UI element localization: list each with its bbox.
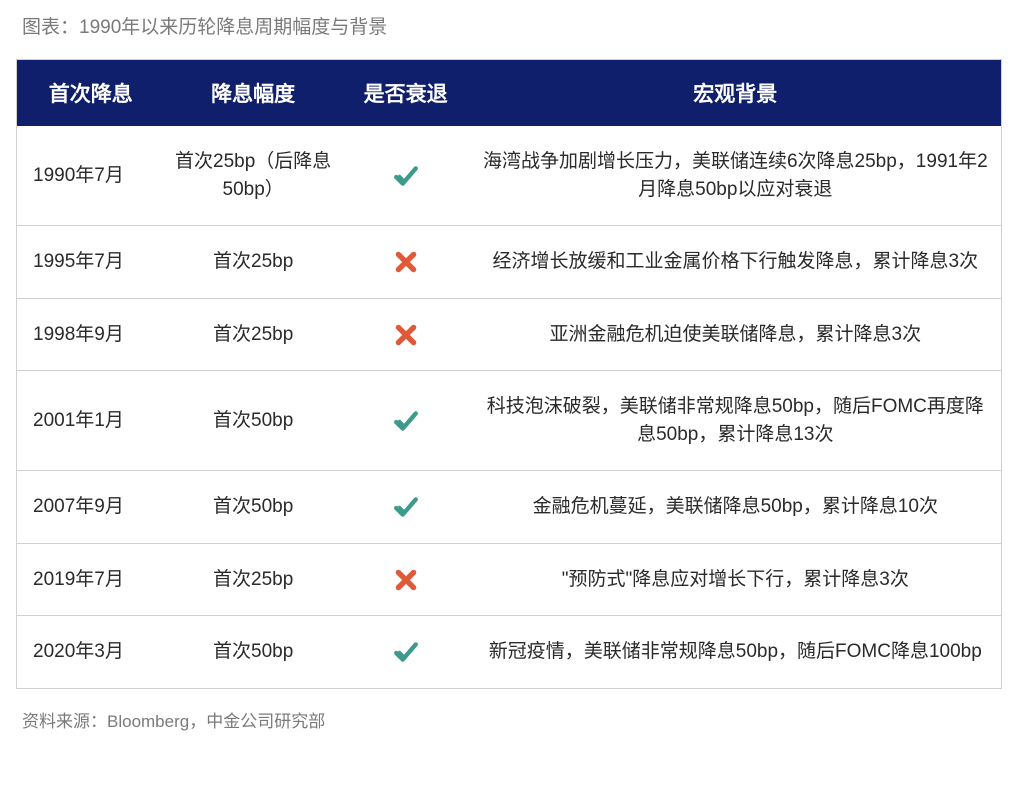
table-row: 1995年7月首次25bp 经济增长放缓和工业金属价格下行触发降息，累计降息3次 [17,226,1001,299]
cell-date: 2001年1月 [17,371,165,471]
cell-amount: 首次50bp [165,371,342,471]
check-icon [393,494,419,520]
cell-recession [342,126,470,226]
cell-recession [342,471,470,544]
cell-recession [342,616,470,689]
cell-background: 经济增长放缓和工业金属价格下行触发降息，累计降息3次 [470,226,1001,299]
header-amount: 降息幅度 [165,60,342,126]
table-row: 2007年9月首次50bp 金融危机蔓延，美联储降息50bp，累计降息10次 [17,471,1001,544]
cell-amount: 首次50bp [165,616,342,689]
cell-date: 2020年3月 [17,616,165,689]
table-header-row: 首次降息 降息幅度 是否衰退 宏观背景 [17,60,1001,126]
cell-amount: 首次25bp [165,543,342,616]
cross-icon [393,322,419,348]
check-icon [393,639,419,665]
cell-recession [342,371,470,471]
header-recession: 是否衰退 [342,60,470,126]
table-container: 首次降息 降息幅度 是否衰退 宏观背景 1990年7月首次25bp（后降息50b… [16,59,1002,689]
cell-recession [342,226,470,299]
table-row: 1990年7月首次25bp（后降息50bp） 海湾战争加剧增长压力，美联储连续6次… [17,126,1001,226]
cross-icon [393,249,419,275]
source-text: 资料来源：Bloomberg，中金公司研究部 [16,707,1002,732]
cell-background: 科技泡沫破裂，美联储非常规降息50bp，随后FOMC再度降息50bp，累计降息1… [470,371,1001,471]
cell-date: 2019年7月 [17,543,165,616]
header-date: 首次降息 [17,60,165,126]
rate-cut-table: 首次降息 降息幅度 是否衰退 宏观背景 1990年7月首次25bp（后降息50b… [17,60,1001,689]
cell-amount: 首次25bp [165,298,342,371]
cell-amount: 首次25bp [165,226,342,299]
cell-date: 1995年7月 [17,226,165,299]
cell-recession [342,298,470,371]
cell-date: 2007年9月 [17,471,165,544]
check-icon [393,163,419,189]
cell-background: 海湾战争加剧增长压力，美联储连续6次降息25bp，1991年2月降息50bp以应… [470,126,1001,226]
cell-date: 1998年9月 [17,298,165,371]
cell-date: 1990年7月 [17,126,165,226]
cross-icon [393,567,419,593]
cell-background: "预防式"降息应对增长下行，累计降息3次 [470,543,1001,616]
cell-recession [342,543,470,616]
header-background: 宏观背景 [470,60,1001,126]
table-row: 2001年1月首次50bp 科技泡沫破裂，美联储非常规降息50bp，随后FOMC再… [17,371,1001,471]
cell-background: 亚洲金融危机迫使美联储降息，累计降息3次 [470,298,1001,371]
cell-amount: 首次25bp（后降息50bp） [165,126,342,226]
cell-amount: 首次50bp [165,471,342,544]
cell-background: 金融危机蔓延，美联储降息50bp，累计降息10次 [470,471,1001,544]
table-row: 1998年9月首次25bp 亚洲金融危机迫使美联储降息，累计降息3次 [17,298,1001,371]
table-row: 2019年7月首次25bp "预防式"降息应对增长下行，累计降息3次 [17,543,1001,616]
cell-background: 新冠疫情，美联储非常规降息50bp，随后FOMC降息100bp [470,616,1001,689]
chart-title: 图表：1990年以来历轮降息周期幅度与背景 [16,12,1002,39]
table-row: 2020年3月首次50bp 新冠疫情，美联储非常规降息50bp，随后FOMC降息1… [17,616,1001,689]
check-icon [393,408,419,434]
